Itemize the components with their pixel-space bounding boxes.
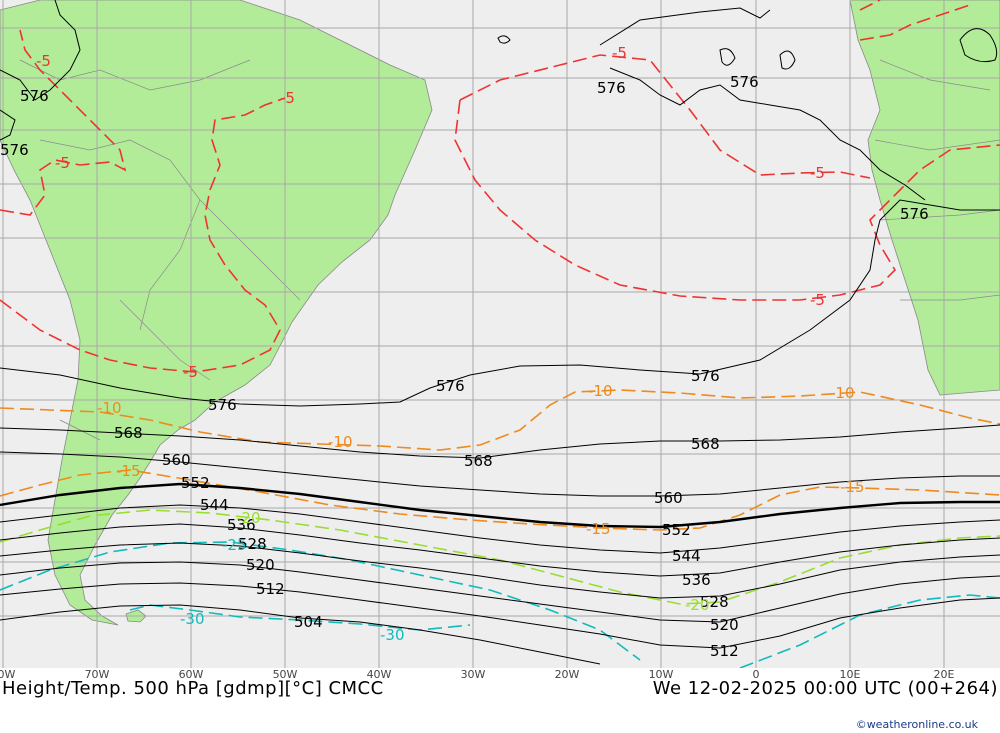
temp-label: -25 bbox=[222, 536, 247, 554]
temp-label: -5 bbox=[55, 154, 70, 172]
height-label: 576 bbox=[208, 396, 237, 414]
longitude-label: 10W bbox=[648, 668, 674, 681]
height-label: 512 bbox=[256, 580, 285, 598]
longitude-label: 20W bbox=[554, 668, 580, 681]
temp-label: -5 bbox=[183, 363, 198, 381]
map-valid-time: We 12-02-2025 00:00 UTC (00+264) bbox=[652, 678, 998, 699]
height-label: 528 bbox=[700, 593, 729, 611]
height-contours bbox=[0, 0, 1000, 665]
africa-landmass bbox=[849, 0, 1000, 396]
temp-label: -10 bbox=[97, 399, 122, 417]
temp-label: -5 bbox=[280, 89, 295, 107]
height-label: 536 bbox=[682, 571, 711, 589]
height-label: 576 bbox=[691, 367, 720, 385]
temp-label: -15 bbox=[586, 520, 611, 538]
height-label: 568 bbox=[114, 424, 143, 442]
longitude-label: 40W bbox=[366, 668, 392, 681]
country-borders bbox=[19, 59, 1000, 441]
temp-label: -10 bbox=[588, 382, 613, 400]
temp-contours-minus20 bbox=[0, 509, 1000, 605]
height-label: 560 bbox=[162, 451, 191, 469]
temp-label: -30 bbox=[380, 626, 405, 644]
height-label: 576 bbox=[730, 73, 759, 91]
longitude-label: 30W bbox=[460, 668, 486, 681]
graticule bbox=[0, 0, 1000, 668]
longitude-label: 80W bbox=[0, 668, 16, 681]
height-label: 520 bbox=[710, 616, 739, 634]
temp-label: -5 bbox=[36, 52, 51, 70]
height-label: 544 bbox=[672, 547, 701, 565]
height-label: 568 bbox=[464, 452, 493, 470]
height-labels: 576 576 576 576 576 576 576 576 568 568 … bbox=[0, 73, 929, 660]
temp-label: -20 bbox=[236, 509, 261, 527]
longitude-label: 0 bbox=[752, 668, 760, 681]
height-label: 576 bbox=[900, 205, 929, 223]
height-label: 576 bbox=[0, 141, 29, 159]
longitude-label: 60W bbox=[178, 668, 204, 681]
height-label: 552 bbox=[181, 474, 210, 492]
temp-label: -15 bbox=[116, 462, 141, 480]
weather-map: 576 576 576 576 576 576 576 576 568 568 … bbox=[0, 0, 1000, 668]
height-label: 576 bbox=[597, 79, 626, 97]
temperature-labels: -5 -5 -5 -5 -5 -5 -5 -10 -10 -10 -10 -15… bbox=[36, 44, 865, 644]
temp-label: -15 bbox=[840, 478, 865, 496]
temp-label: -10 bbox=[328, 433, 353, 451]
map-canvas: 576 576 576 576 576 576 576 576 568 568 … bbox=[0, 0, 1000, 668]
height-label: 552 bbox=[662, 521, 691, 539]
height-label: 544 bbox=[200, 496, 229, 514]
height-label: 520 bbox=[246, 556, 275, 574]
credit-link[interactable]: ©weatheronline.co.uk bbox=[855, 718, 978, 731]
temp-label: -20 bbox=[685, 596, 710, 614]
height-label: 536 bbox=[227, 516, 256, 534]
height-label: 504 bbox=[294, 613, 323, 631]
height-label: 560 bbox=[654, 489, 683, 507]
height-label: 568 bbox=[691, 435, 720, 453]
map-title: Height/Temp. 500 hPa [gdmp][°C] CMCC bbox=[2, 678, 384, 699]
map-footer: 80W 70W 60W 50W 40W 30W 20W 10W 0 10E 20… bbox=[0, 668, 1000, 733]
longitude-label: 10E bbox=[839, 668, 861, 681]
longitude-label: 70W bbox=[84, 668, 110, 681]
temp-label: -5 bbox=[810, 164, 825, 182]
height-label: 528 bbox=[238, 535, 267, 553]
temp-label: -30 bbox=[180, 610, 205, 628]
longitude-label: 20E bbox=[933, 668, 955, 681]
height-label: 576 bbox=[436, 377, 465, 395]
height-label: 512 bbox=[710, 642, 739, 660]
temp-label: -5 bbox=[810, 291, 825, 309]
temp-label: -10 bbox=[830, 384, 855, 402]
height-label: 576 bbox=[20, 87, 49, 105]
temp-contours-minus5 bbox=[0, 0, 1000, 373]
longitude-label: 50W bbox=[272, 668, 298, 681]
temp-contours-minus10-15 bbox=[0, 389, 1000, 531]
temp-label: -5 bbox=[612, 44, 627, 62]
